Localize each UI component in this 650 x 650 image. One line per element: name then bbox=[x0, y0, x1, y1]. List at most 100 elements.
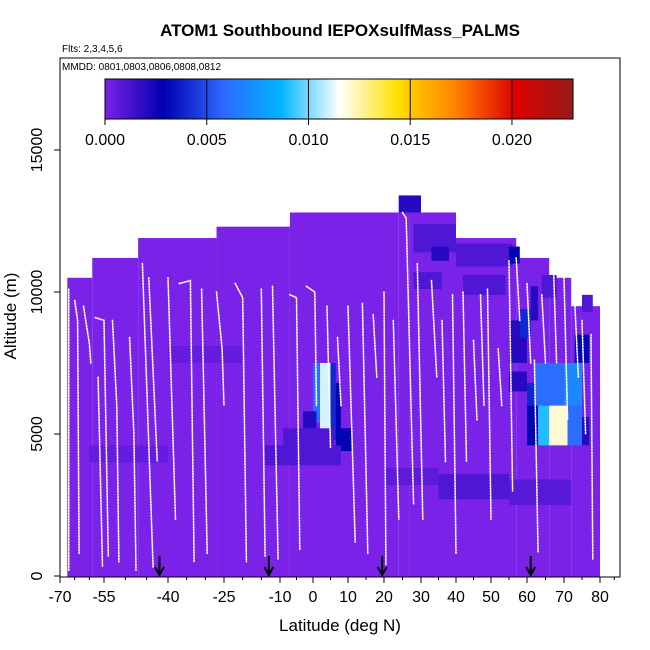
x-tick-label: 50 bbox=[482, 589, 500, 606]
x-tick-label: -70 bbox=[48, 589, 71, 606]
heatmap-cell bbox=[549, 405, 568, 446]
x-tick-label: 60 bbox=[518, 589, 536, 606]
heatmap-cell bbox=[538, 405, 550, 446]
flight-track bbox=[97, 376, 104, 569]
colorbar: 0.000 0.005 0.010 0.015 0.020 bbox=[85, 78, 574, 149]
heatmap-cell bbox=[413, 272, 442, 290]
latitude-arrows bbox=[154, 556, 537, 577]
flight-track bbox=[73, 299, 80, 555]
heatmap-cell bbox=[438, 473, 509, 500]
heatmap-cell bbox=[567, 405, 582, 446]
x-tick-label: -10 bbox=[268, 589, 291, 606]
x-tick-label: -40 bbox=[156, 589, 179, 606]
flight-track bbox=[563, 276, 569, 421]
flight-track bbox=[200, 288, 208, 555]
colorbar-bar bbox=[104, 78, 574, 120]
heatmap-cell bbox=[398, 195, 421, 213]
heatmap-cell bbox=[384, 468, 439, 486]
flight-track bbox=[178, 279, 195, 563]
flight-track bbox=[128, 336, 137, 572]
y-axis-label: Altitude (m) bbox=[1, 273, 20, 360]
envelope-block bbox=[289, 212, 399, 577]
colorbar-tick-label: 0.000 bbox=[85, 132, 125, 149]
heatmap-cell bbox=[574, 334, 590, 363]
flight-track bbox=[430, 279, 438, 379]
flight-tracks bbox=[68, 211, 594, 572]
heatmap-cell bbox=[534, 363, 564, 406]
envelope-block bbox=[67, 277, 93, 577]
flight-track bbox=[486, 288, 492, 521]
heatmap-cell bbox=[509, 479, 572, 505]
flight-track bbox=[383, 291, 387, 566]
flight-track bbox=[234, 282, 248, 563]
y-axis: 0 5000 10000 15000 bbox=[29, 128, 60, 580]
heatmap-cell bbox=[509, 371, 527, 392]
heatmap-cell bbox=[527, 382, 535, 423]
flight-track bbox=[552, 248, 558, 364]
heatmap-cell bbox=[582, 294, 593, 312]
flight-track bbox=[305, 285, 318, 407]
flight-track bbox=[479, 293, 485, 407]
y-tick-label: 15000 bbox=[29, 128, 46, 173]
flight-track bbox=[515, 257, 521, 322]
y-tick-label: 5000 bbox=[29, 416, 46, 452]
flight-track bbox=[508, 259, 514, 492]
flight-track bbox=[392, 319, 400, 521]
plot-area bbox=[67, 195, 600, 577]
flight-track bbox=[590, 333, 594, 560]
x-tick-label: 20 bbox=[375, 589, 393, 606]
flight-track bbox=[573, 302, 580, 379]
arrow-head bbox=[263, 566, 275, 577]
heatmap-cell bbox=[456, 243, 513, 267]
heatmap-cell bbox=[335, 382, 341, 452]
flight-track bbox=[462, 291, 468, 464]
colorbar-tick-label: 0.015 bbox=[390, 132, 430, 149]
arrow-head bbox=[154, 566, 165, 577]
heatmap-cell bbox=[283, 428, 334, 446]
dates-note: MMDD: 0801,0803,0806,0808,0812 bbox=[62, 62, 221, 73]
flight-track bbox=[82, 305, 92, 364]
flight-track bbox=[540, 293, 547, 364]
flights-note: Flts: 2,3,4,5,6 bbox=[62, 44, 123, 55]
flight-track bbox=[336, 336, 342, 407]
plot-frame bbox=[59, 57, 621, 578]
flight-track bbox=[416, 262, 424, 521]
flight-track bbox=[271, 285, 279, 560]
flight-track bbox=[581, 319, 587, 435]
flight-track bbox=[260, 288, 266, 557]
flight-track bbox=[215, 291, 225, 407]
x-tick-label: -25 bbox=[212, 589, 235, 606]
heatmap-cell bbox=[431, 246, 449, 261]
heatmap-cell bbox=[168, 345, 243, 363]
colorbar-tick-label: 0.005 bbox=[187, 132, 227, 149]
x-axis-label: Latitude (deg N) bbox=[279, 616, 401, 635]
arrow-head bbox=[525, 566, 537, 577]
heatmap-cell bbox=[320, 363, 331, 440]
heatmap-cell bbox=[530, 286, 539, 321]
y-tick-label: 10000 bbox=[29, 270, 46, 315]
heatmap-cell bbox=[265, 445, 341, 466]
flight-track bbox=[141, 262, 154, 569]
flight-track bbox=[372, 313, 378, 379]
heatmap-cell bbox=[341, 428, 352, 452]
heatmap-cell bbox=[541, 274, 557, 298]
flight-track bbox=[533, 359, 539, 555]
arrow-head bbox=[376, 566, 388, 577]
x-axis: -70 -55 -40 -25 -10 0 10 20 30 40 50 60 70 80 bbox=[48, 577, 615, 606]
x-tick-label: 70 bbox=[555, 589, 573, 606]
flight-track bbox=[347, 305, 357, 543]
chart-title: ATOM1 Southbound IEPOXsulfMass_PALMS bbox=[160, 21, 520, 40]
envelope-block bbox=[216, 226, 290, 577]
flight-track bbox=[326, 305, 332, 450]
flight-track bbox=[526, 282, 532, 364]
colorbar-tick-label: 0.010 bbox=[288, 132, 328, 149]
heatmap-cell bbox=[527, 405, 539, 446]
y-tick-label: 0 bbox=[29, 571, 46, 580]
flight-track bbox=[361, 302, 369, 555]
envelope-block bbox=[92, 257, 139, 577]
heatmap-cell bbox=[519, 309, 531, 338]
flight-track bbox=[167, 276, 177, 521]
heatmap-cell bbox=[463, 274, 506, 295]
flight-track bbox=[94, 316, 110, 557]
